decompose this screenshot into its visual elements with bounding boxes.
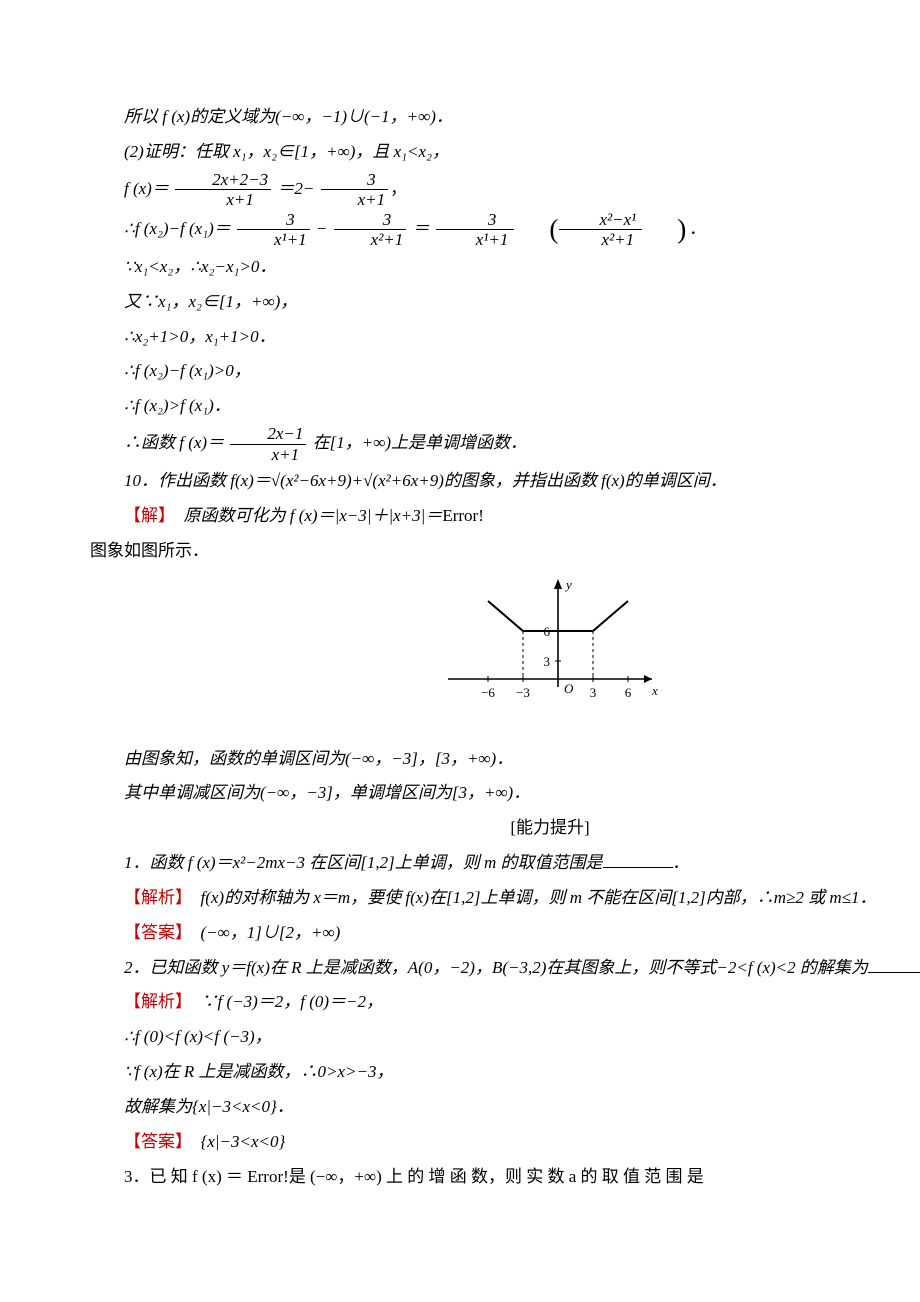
top-diff: ∴f (x₂)−f (x₁)＝ 3 x¹+1 − 3 x²+1 ＝ 3 x¹+1… (90, 210, 920, 250)
q10-sol: 【解】 原函数可化为 f (x)＝|x−3|＋|x+3|＝Error! (90, 499, 920, 534)
top-fx: f (x)＝ 2x+2−3 x+1 ＝2− 3 x+1 ， (90, 170, 920, 210)
top-concl: ∴函数 f (x)＝ 2x−1 x+1 在[1，+∞)上是单调增函数． (90, 424, 920, 464)
ability-header: [能力提升] (90, 811, 920, 846)
a2-ans: 【答案】 {x|−3<x<0} (90, 1125, 920, 1160)
q10-l2: 图象如图所示． (90, 534, 920, 569)
svg-text:−3: −3 (516, 685, 530, 700)
top-l9: ∴f (x₂)>f (x₁)． (90, 389, 920, 424)
svg-text:y: y (564, 577, 572, 592)
svg-text:−6: −6 (481, 685, 495, 700)
a3-stem: 3．已 知 f (x) ＝ Error!是 (−∞，+∞) 上 的 增 函 数，… (90, 1160, 920, 1195)
frac-fx-2: 3 x+1 (321, 170, 389, 210)
solution-label: 【解】 (124, 506, 167, 525)
a2-s3: ∵f (x)在 R 上是减函数，∴0>x>−3， (90, 1055, 920, 1090)
error-text: Error! (247, 1167, 289, 1186)
frac-fx-1: 2x+2−3 x+1 (175, 170, 271, 210)
svg-text:O: O (564, 681, 574, 696)
svg-text:6: 6 (625, 685, 632, 700)
frac-d2: 3 x²+1 (334, 210, 407, 250)
q10-stem: 10．作出函数 f(x)＝√(x²−6x+9)+√(x²+6x+9)的图象，并指… (90, 464, 920, 499)
frac-d1: 3 x¹+1 (237, 210, 310, 250)
frac-big: 3 x¹+1 ( x²−x¹ x²+1 ) (436, 210, 688, 250)
a1-stem: 1．函数 f (x)＝x²−2mx−3 在区间[1,2]上单调，则 m 的取值范… (90, 846, 920, 881)
top-l5: ∵x₁<x₂，∴x₂−x₁>0． (90, 250, 920, 285)
svg-text:3: 3 (544, 654, 551, 669)
a2-stem: 2．已知函数 y＝f(x)在 R 上是减函数，A(0，−2)，B(−3,2)在其… (90, 951, 920, 986)
top-l7: ∴x₂+1>0，x₁+1>0． (90, 320, 920, 355)
top-l8: ∴f (x₂)−f (x₁)>0， (90, 354, 920, 389)
a1-sol: 【解析】 f(x)的对称轴为 x＝m，要使 f(x)在[1,2]上单调，则 m … (90, 881, 920, 916)
blank-a2 (868, 956, 920, 972)
frac-concl: 2x−1 x+1 (230, 424, 306, 464)
answer-label: 【答案】 (124, 1132, 184, 1151)
top-l2: (2)证明：任取 x₁，x₂∈[1，+∞)，且 x₁<x₂， (90, 135, 920, 170)
a2-sol: 【解析】 ∵f (−3)＝2，f (0)＝−2， (90, 985, 920, 1020)
analysis-label: 【解析】 (124, 992, 184, 1011)
answer-label: 【答案】 (124, 923, 184, 942)
svg-text:3: 3 (590, 685, 597, 700)
a2-s2: ∴f (0)<f (x)<f (−3)， (90, 1020, 920, 1055)
a1-ans: 【答案】 (−∞，1]∪[2，+∞) (90, 916, 920, 951)
piecewise-graph: Oxy−6−33636 (440, 571, 660, 734)
blank-a1 (603, 852, 673, 868)
q10-l3: 由图象知，函数的单调区间为(−∞，−3]，[3，+∞)． (90, 742, 920, 777)
top-l6: 又∵x₁，x₂∈[1，+∞)， (90, 285, 920, 320)
analysis-label: 【解析】 (124, 888, 184, 907)
top-l1: 所以 f (x)的定义域为(−∞，−1)∪(−1，+∞)． (90, 100, 920, 135)
q10-l4: 其中单调减区间为(−∞，−3]，单调增区间为[3，+∞)． (90, 776, 920, 811)
svg-text:x: x (651, 683, 658, 698)
error-text: Error! (442, 506, 484, 525)
a2-s4: 故解集为{x|−3<x<0}． (90, 1090, 920, 1125)
